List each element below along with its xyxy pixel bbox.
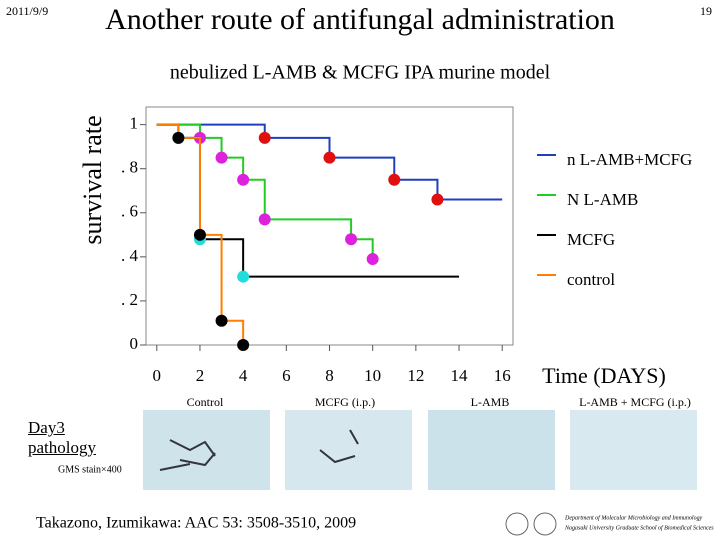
x-tick-label: 0 [153, 366, 162, 385]
footer-line: Department of Molecular Microbiology and… [564, 514, 703, 521]
y-tick-label: . 2 [121, 290, 138, 309]
event-marker [215, 314, 228, 327]
x-tick-label: 14 [451, 366, 469, 385]
legend-label: n L-AMB+MCFG [567, 150, 692, 169]
panel-image [428, 410, 555, 490]
legend-label: control [567, 270, 615, 289]
panel-caption: L-AMB [471, 395, 510, 409]
survival-line [156, 123, 503, 201]
y-axis-label: survival rate [78, 115, 107, 244]
event-marker [172, 131, 185, 144]
x-tick-label: 10 [364, 366, 381, 385]
pathology-label-box: Day3 pathology [28, 418, 96, 457]
pathology-panels [143, 410, 697, 490]
y-tick-label: . 8 [121, 158, 138, 177]
y-tick-label: 1 [130, 114, 139, 133]
stain-label: GMS stain×400 [58, 464, 122, 475]
event-marker [193, 228, 206, 241]
event-marker [237, 270, 250, 283]
legend-label: MCFG [567, 230, 615, 249]
stain-marks [159, 429, 359, 471]
event-marker [323, 151, 336, 164]
legend-label: N L-AMB [567, 190, 638, 209]
event-marker [431, 193, 444, 206]
panel-caption: MCFG (i.p.) [315, 395, 375, 409]
y-tick-label: . 6 [121, 202, 138, 221]
slide-title: Another route of antifungal administrati… [105, 3, 615, 36]
panel-image [285, 410, 412, 490]
x-tick-label: 2 [196, 366, 205, 385]
panel-image [570, 410, 697, 490]
panel-caption: L-AMB + MCFG (i.p.) [579, 395, 691, 409]
x-tick-label: 6 [282, 366, 291, 385]
event-marker [237, 173, 250, 186]
x-tick-label: 12 [407, 366, 424, 385]
chart-title: nebulized L-AMB & MCFG IPA murine model [170, 62, 551, 84]
event-marker [345, 233, 358, 246]
event-marker [258, 131, 271, 144]
event-marker [237, 339, 250, 351]
x-tick-label: 8 [325, 366, 334, 385]
logo [533, 512, 557, 536]
panel-caption: Control [187, 395, 224, 409]
x-tick-label: 16 [494, 366, 511, 385]
x-axis-label: Time (DAYS) [542, 363, 666, 388]
page-number: 19 [700, 4, 712, 18]
date: 2011/9/9 [6, 4, 48, 18]
event-marker [215, 151, 228, 164]
event-marker [258, 213, 271, 226]
pathology-label: Day3 pathology [28, 418, 96, 457]
panel-image [143, 410, 270, 490]
footer-line: Nagasaki University Graduate School of B… [564, 524, 714, 531]
citation: Takazono, Izumikawa: AAC 53: 3508-3510, … [36, 515, 356, 532]
logo [505, 512, 529, 536]
event-marker [366, 253, 379, 266]
x-tick-label: 4 [239, 366, 248, 385]
event-marker [388, 173, 401, 186]
y-tick-label: . 4 [121, 246, 139, 265]
y-tick-label: 0 [130, 334, 139, 353]
